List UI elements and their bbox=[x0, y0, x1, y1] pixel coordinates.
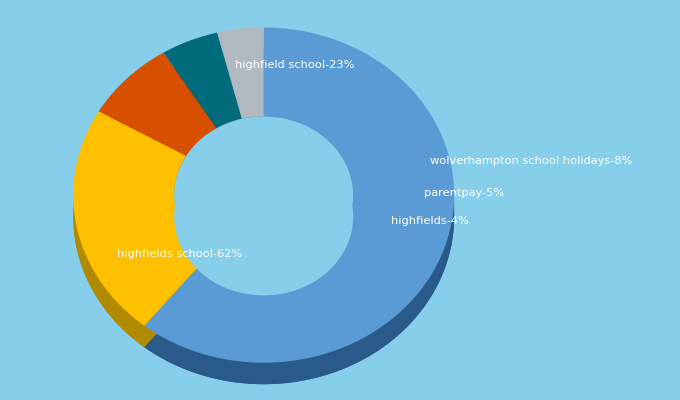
Polygon shape bbox=[73, 196, 144, 347]
Polygon shape bbox=[73, 111, 207, 326]
Polygon shape bbox=[73, 133, 207, 347]
Polygon shape bbox=[99, 53, 216, 156]
Polygon shape bbox=[163, 54, 242, 150]
Polygon shape bbox=[144, 49, 454, 384]
Text: highfield school-23%: highfield school-23% bbox=[235, 60, 355, 70]
Polygon shape bbox=[99, 74, 216, 177]
Polygon shape bbox=[144, 195, 454, 384]
Polygon shape bbox=[174, 138, 353, 295]
Polygon shape bbox=[207, 195, 353, 295]
Polygon shape bbox=[217, 28, 264, 119]
Text: parentpay-5%: parentpay-5% bbox=[424, 188, 504, 198]
Polygon shape bbox=[174, 195, 207, 278]
Text: wolverhampton school holidays-8%: wolverhampton school holidays-8% bbox=[430, 156, 632, 166]
Text: highfields school-62%: highfields school-62% bbox=[117, 249, 242, 259]
Polygon shape bbox=[163, 32, 242, 128]
Polygon shape bbox=[144, 28, 454, 363]
Text: highfields-4%: highfields-4% bbox=[391, 216, 469, 226]
Polygon shape bbox=[217, 49, 264, 140]
Polygon shape bbox=[174, 116, 353, 274]
